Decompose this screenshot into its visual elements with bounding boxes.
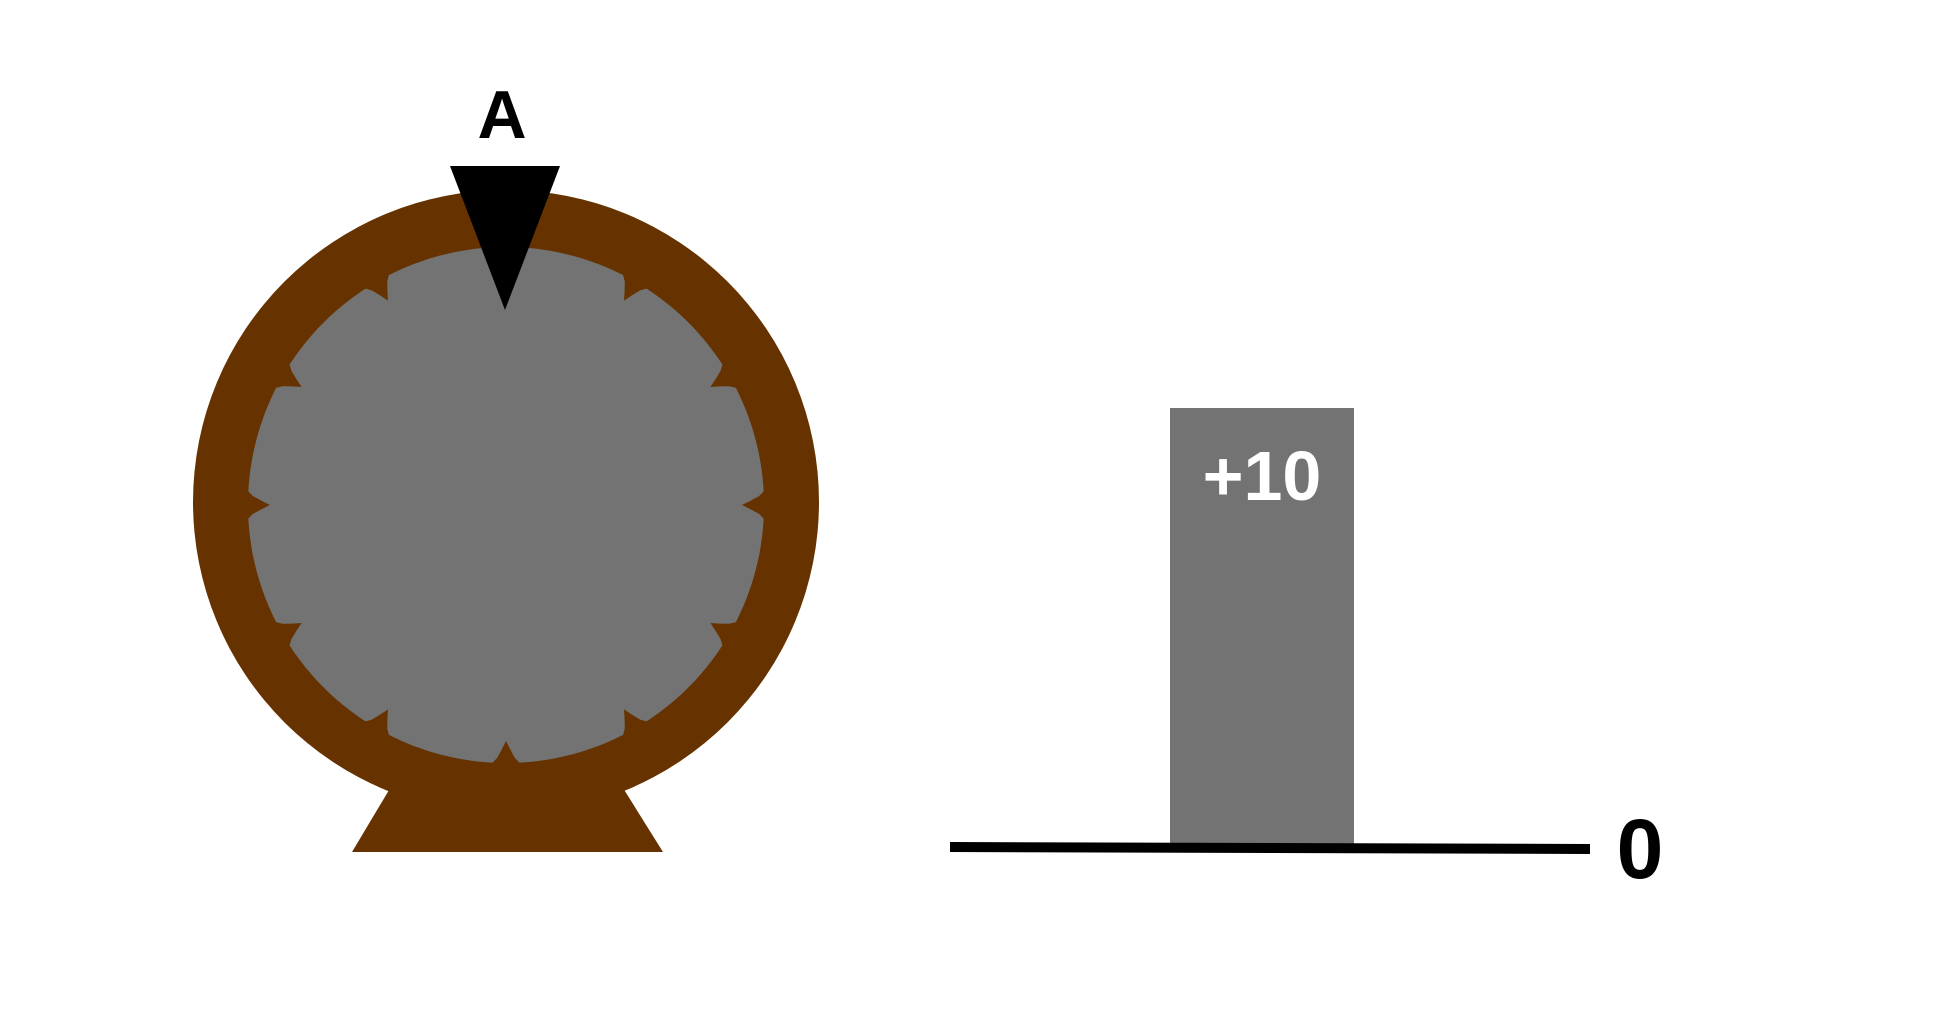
value-bar	[1170, 408, 1354, 846]
bar-group: +10	[1170, 408, 1354, 846]
pointer-label: A	[477, 77, 526, 153]
bar-value-label: +10	[1203, 437, 1322, 515]
spinner-wheel[interactable]: A	[193, 77, 819, 852]
pointer-icon	[450, 166, 560, 310]
baseline-group: 0	[950, 802, 1663, 896]
baseline	[950, 842, 1590, 854]
wheel-face	[248, 247, 764, 763]
zero-label: 0	[1617, 802, 1664, 896]
